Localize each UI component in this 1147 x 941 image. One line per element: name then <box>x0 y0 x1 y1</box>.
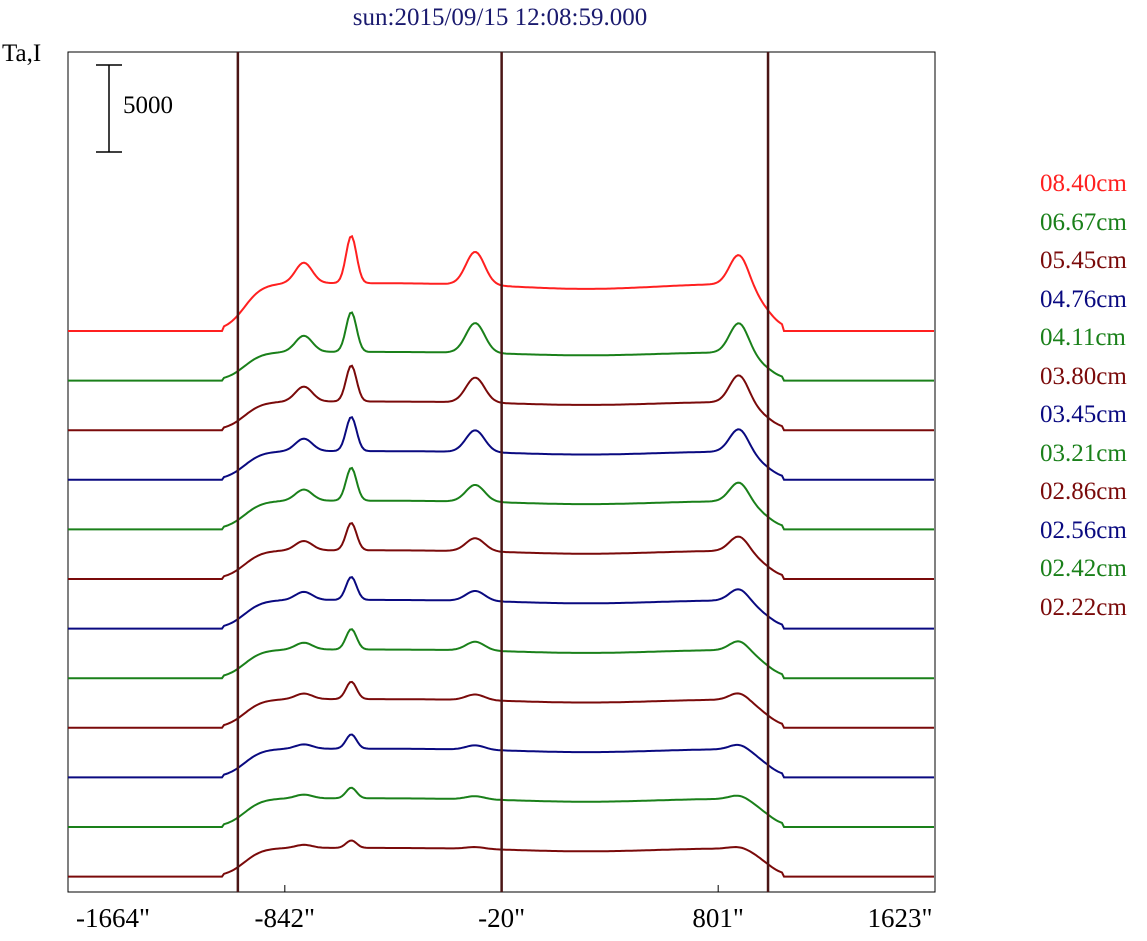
legend-item: 02.22cm <box>1040 593 1127 621</box>
legend-item: 03.21cm <box>1040 439 1127 467</box>
legend-item: 04.76cm <box>1040 285 1127 313</box>
legend-item: 08.40cm <box>1040 170 1127 197</box>
legend-item: 02.56cm <box>1040 516 1127 544</box>
legend-item: 05.45cm <box>1040 247 1127 274</box>
x-tick-label: 801" <box>692 903 744 933</box>
legend-item: 02.42cm <box>1040 555 1127 582</box>
legend-item: 06.67cm <box>1040 208 1127 236</box>
x-tick-label: -1664" <box>75 903 151 933</box>
legend-item: 03.45cm <box>1040 401 1127 428</box>
legend-item: 03.80cm <box>1040 362 1127 390</box>
y-axis-label: Ta,I <box>2 40 42 67</box>
legend-item: 02.86cm <box>1040 478 1127 505</box>
scale-bar-label: 5000 <box>123 92 173 119</box>
legend-item: 04.11cm <box>1040 324 1126 351</box>
x-tick-label: -842" <box>254 903 316 933</box>
x-tick-label: -20" <box>478 903 526 933</box>
x-tick-label: 1623" <box>867 903 933 933</box>
chart-title: sun:2015/09/15 12:08:59.000 <box>352 4 648 31</box>
